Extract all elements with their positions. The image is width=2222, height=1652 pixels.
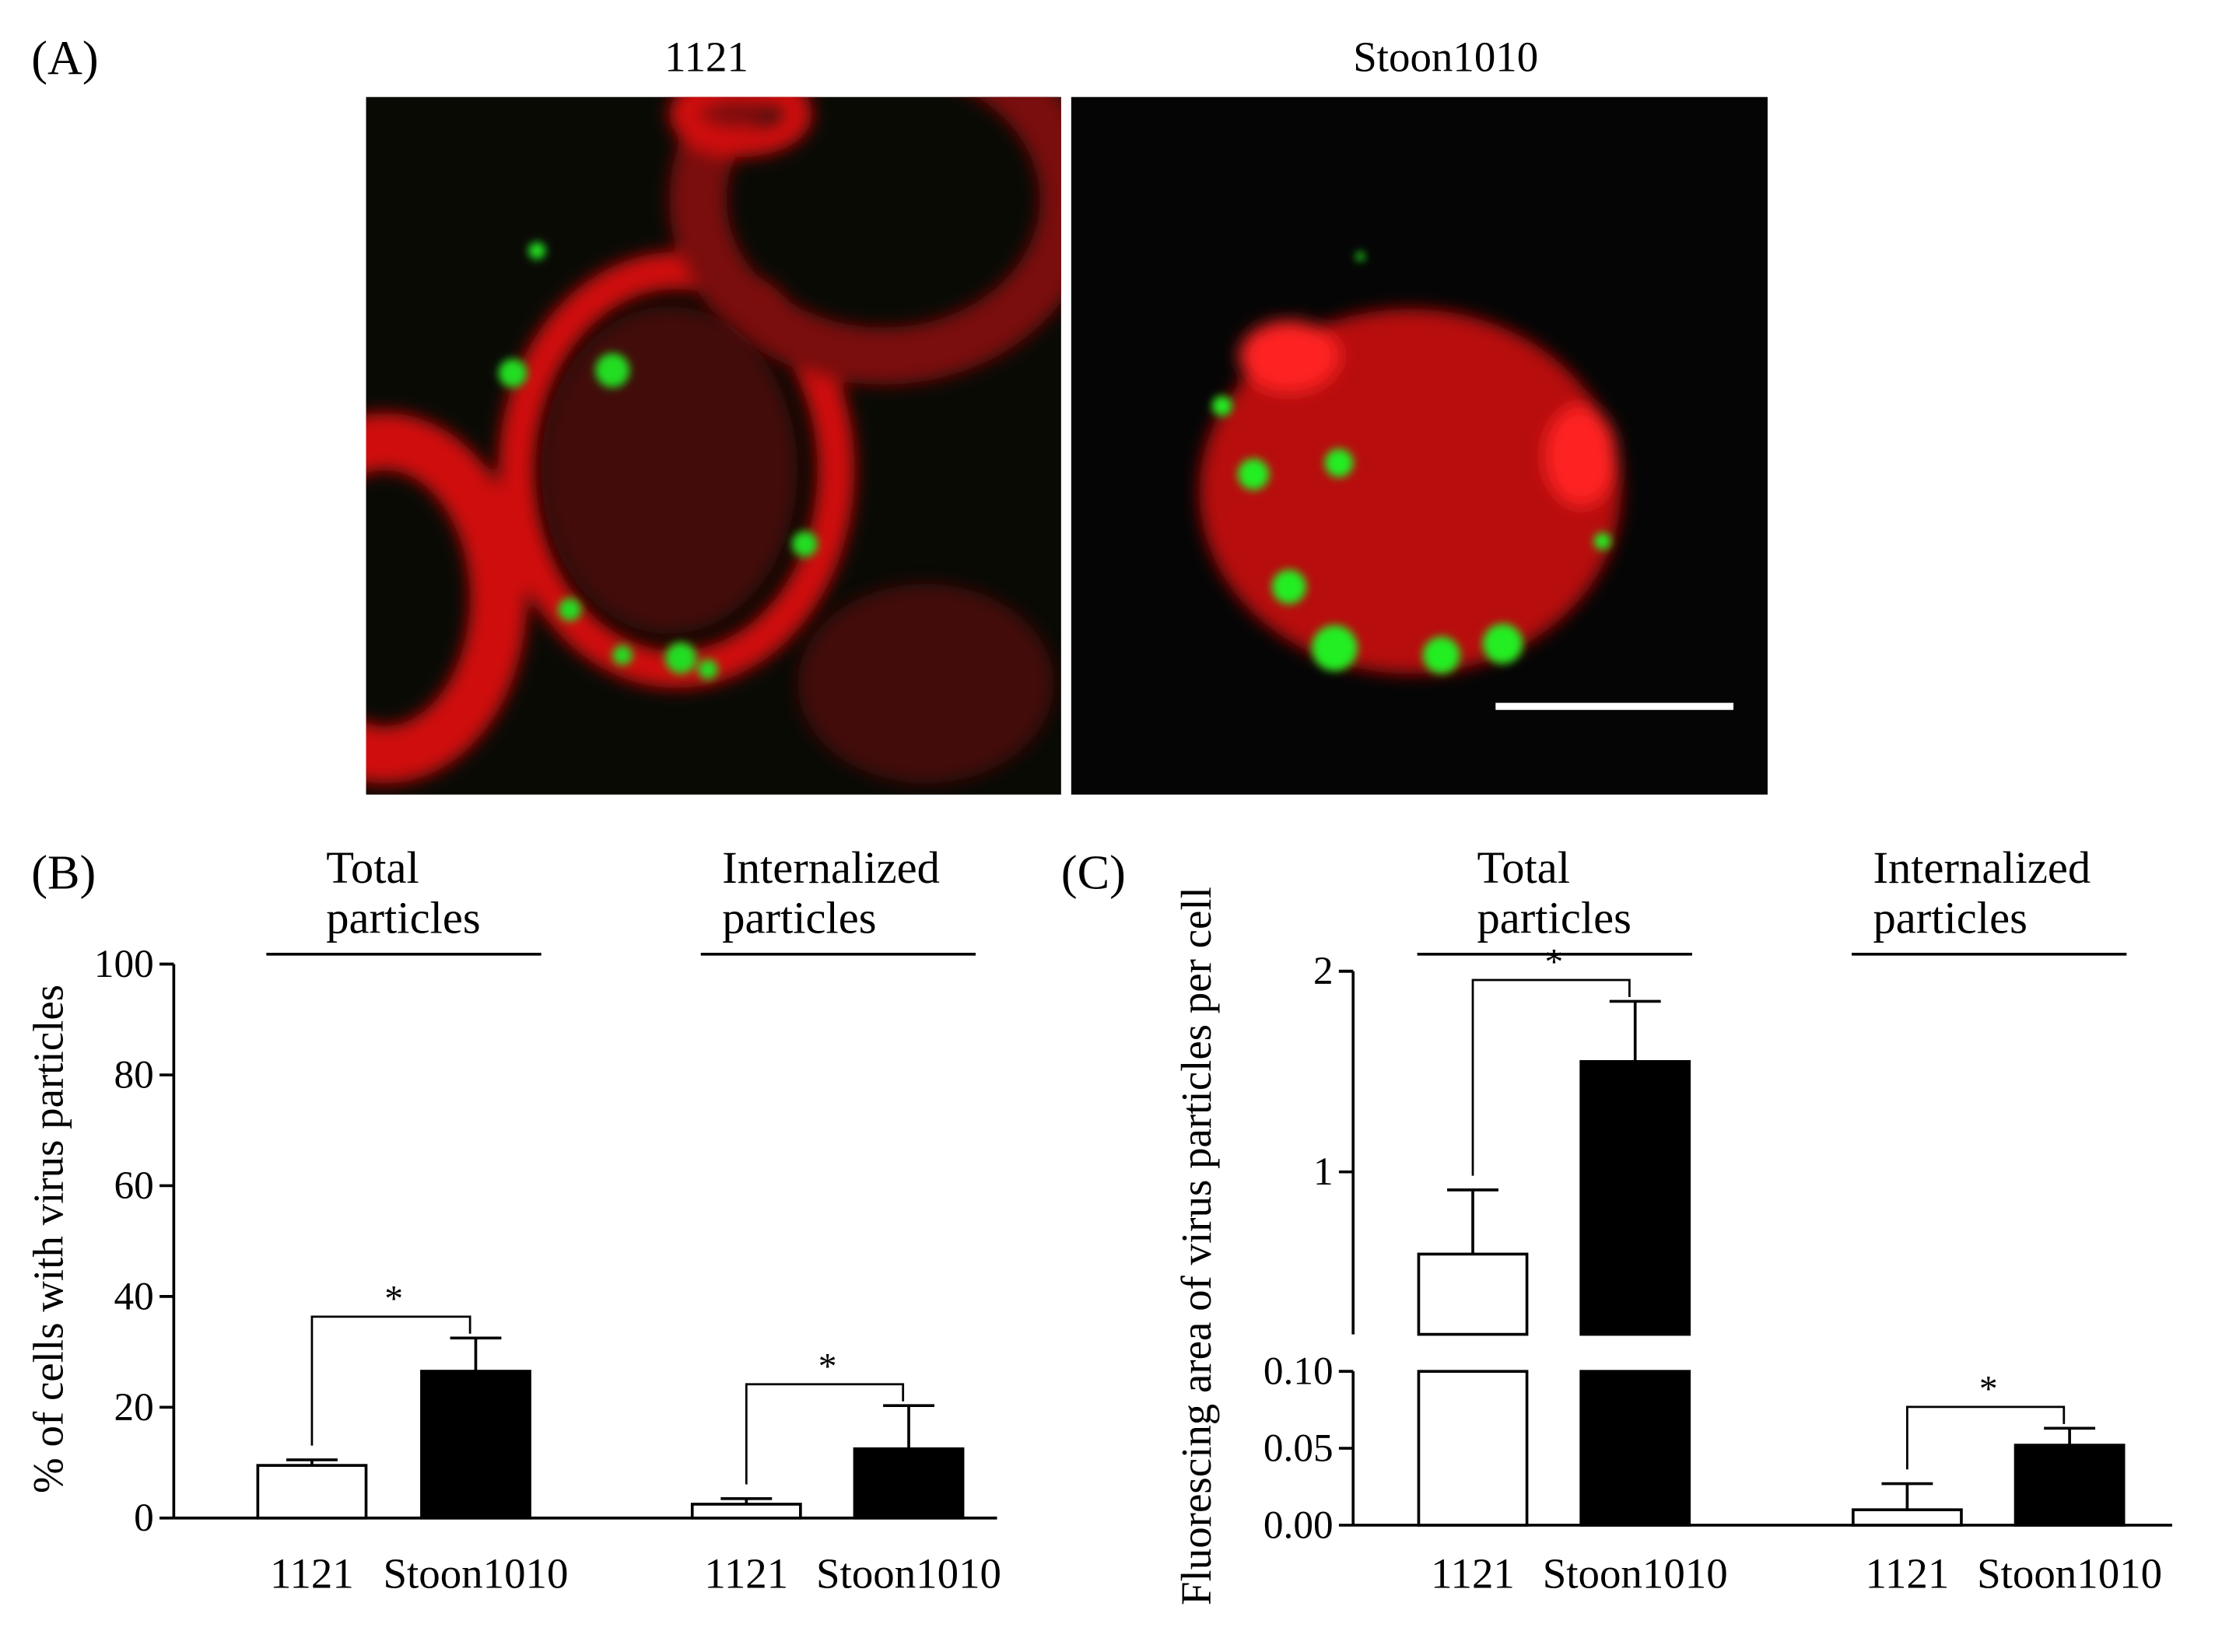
x-tick-label: 1121 [1431, 1549, 1515, 1597]
y-tick-label: 0.10 [1263, 1349, 1334, 1394]
significance-star: * [818, 1346, 837, 1387]
y-tick-label: 0.05 [1263, 1426, 1334, 1471]
bar [690, 1503, 802, 1520]
group-title: Internalized [1873, 842, 2091, 893]
significance-bracket [310, 1315, 471, 1446]
group-title: Total [326, 842, 419, 893]
bar [1579, 1370, 1691, 1527]
group-title: particles [326, 892, 480, 943]
group-title: Internalized [722, 842, 940, 893]
x-tick-label: 1121 [270, 1549, 354, 1597]
significance-star: * [384, 1279, 403, 1320]
bar [1579, 1059, 1691, 1336]
y-tick-label: 100 [94, 942, 154, 986]
significance-star: * [1544, 943, 1563, 983]
panel-label: (B) [31, 847, 96, 900]
image-title: Stoon1010 [1353, 33, 1538, 81]
group-title: particles [1873, 892, 2027, 943]
y-tick-label: 1 [1313, 1150, 1334, 1194]
bar [1417, 1252, 1529, 1336]
panel-label: (C) [1061, 847, 1126, 900]
bar [1852, 1508, 1963, 1527]
x-tick-label: Stoon1010 [383, 1549, 568, 1597]
significance-star: * [1979, 1370, 1998, 1410]
bar [853, 1447, 965, 1520]
group-title: Total [1477, 842, 1571, 893]
y-axis-label: Fluorescing area of virus particles per … [1172, 887, 1220, 1605]
y-tick-label: 0.00 [1263, 1503, 1334, 1547]
y-axis-label: % of cells with virus particles [25, 985, 72, 1493]
group-title: particles [722, 892, 876, 943]
y-tick-label: 80 [114, 1052, 153, 1097]
image-title: 1121 [664, 33, 748, 81]
y-tick-label: 2 [1313, 949, 1334, 993]
x-tick-label: 1121 [1866, 1549, 1950, 1597]
micrograph-left [366, 96, 1061, 795]
bar [1417, 1370, 1529, 1527]
panel-label: (A) [31, 32, 98, 85]
significance-bracket [1471, 978, 1631, 1176]
y-tick-label: 60 [114, 1164, 153, 1208]
bar [256, 1464, 368, 1520]
micrograph-right [1071, 96, 1768, 795]
significance-bracket [745, 1383, 905, 1485]
significance-bracket [1906, 1405, 2066, 1470]
micrograph [366, 96, 1768, 795]
y-tick-label: 20 [114, 1385, 153, 1430]
y-tick-label: 0 [134, 1496, 154, 1540]
y-tick-label: 40 [114, 1274, 153, 1318]
x-tick-label: Stoon1010 [1543, 1549, 1728, 1597]
group-title: particles [1477, 892, 1631, 943]
x-tick-label: Stoon1010 [816, 1549, 1001, 1597]
bar [2013, 1444, 2126, 1527]
bar [420, 1370, 531, 1520]
x-tick-label: Stoon1010 [1977, 1549, 2162, 1597]
x-tick-label: 1121 [704, 1549, 788, 1597]
